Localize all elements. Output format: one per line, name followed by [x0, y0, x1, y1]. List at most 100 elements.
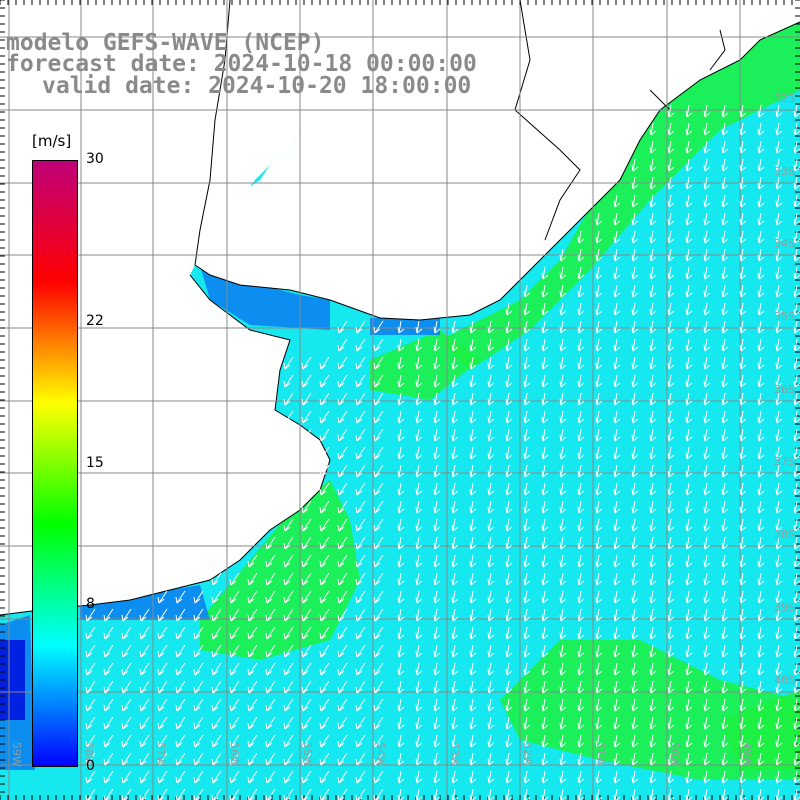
- wind-arrow: [337, 644, 348, 658]
- wind-arrow: [487, 572, 495, 586]
- wind-arrow: [415, 428, 423, 442]
- wind-arrow: [757, 122, 765, 136]
- wind-arrow: [505, 752, 513, 766]
- wind-arrow: [265, 554, 276, 568]
- wind-arrow: [319, 536, 330, 550]
- wind-arrow: [613, 608, 621, 622]
- wind-arrow: [631, 266, 639, 280]
- wind-arrow: [415, 590, 423, 604]
- coastline: [194, 21, 800, 321]
- wind-arrow: [775, 554, 783, 568]
- wind-arrow: [739, 158, 747, 172]
- wind-arrow: [739, 662, 747, 676]
- wind-arrow: [631, 500, 639, 514]
- wind-arrow: [613, 212, 621, 226]
- wind-arrow: [337, 734, 348, 748]
- wind-arrow: [757, 680, 765, 694]
- wind-arrow: [433, 698, 441, 712]
- wind-arrow: [487, 788, 495, 800]
- wind-arrow: [157, 590, 168, 604]
- wind-arrow: [793, 482, 800, 496]
- wind-arrow: [247, 590, 258, 604]
- wind-arrow: [397, 644, 405, 658]
- wind-arrow: [757, 608, 765, 622]
- wind-arrow: [319, 518, 330, 532]
- wind-arrow: [541, 518, 549, 532]
- wind-arrow: [415, 554, 423, 568]
- wind-arrow: [397, 374, 405, 388]
- wind-arrow: [775, 212, 783, 226]
- wind-arrow: [703, 482, 711, 496]
- wind-arrow: [667, 428, 675, 442]
- wind-arrow: [757, 284, 765, 298]
- wind-arrow: [613, 446, 621, 460]
- wind-arrow: [775, 680, 783, 694]
- wind-arrow: [433, 464, 441, 478]
- wind-arrow: [613, 716, 621, 730]
- wind-arrow: [793, 176, 800, 190]
- wind-arrow: [649, 392, 657, 406]
- wind-arrow: [301, 518, 312, 532]
- wind-arrow: [721, 230, 729, 244]
- wind-arrow: [793, 536, 800, 550]
- wind-arrow: [451, 482, 459, 496]
- wind-arrow: [229, 752, 240, 766]
- wind-arrow: [193, 644, 204, 658]
- wind-arrow: [373, 608, 384, 622]
- wind-arrow: [685, 212, 693, 226]
- wind-arrow: [283, 626, 294, 640]
- wind-arrow: [415, 662, 423, 676]
- wind-arrow: [559, 266, 567, 280]
- wind-arrow: [397, 734, 405, 748]
- wind-arrow: [175, 734, 186, 748]
- wind-arrow: [193, 608, 204, 622]
- wind-arrow: [433, 536, 441, 550]
- wind-arrow: [541, 554, 549, 568]
- wind-arrow: [721, 176, 729, 190]
- wind-arrow: [103, 752, 114, 766]
- wind-arrow: [319, 680, 330, 694]
- wind-arrow: [355, 716, 366, 730]
- wind-arrow: [229, 608, 240, 622]
- wind-arrow: [739, 590, 747, 604]
- wind-arrow: [265, 662, 276, 676]
- wind-arrow: [685, 428, 693, 442]
- wind-arrow: [757, 500, 765, 514]
- wind-arrow: [595, 230, 603, 244]
- wind-arrow: [373, 752, 384, 766]
- wind-arrow: [193, 716, 204, 730]
- wind-arrow: [355, 662, 366, 676]
- wind-arrow: [649, 500, 657, 514]
- wind-arrow: [319, 716, 330, 730]
- grid-labels: 32S 33S 34S 35S 36S 37S 38S 39S 40S 59W 58W 57W 56W 5…: [10, 92, 795, 767]
- wind-arrow: [685, 158, 693, 172]
- wind-arrow: [559, 302, 567, 316]
- wind-arrow: [397, 590, 405, 604]
- wind-arrow: [559, 482, 567, 496]
- wind-arrow: [211, 590, 222, 604]
- wind-arrow: [505, 626, 513, 640]
- wind-arrow: [757, 230, 765, 244]
- wind-arrow: [121, 626, 132, 640]
- lat-label: 39S: [774, 601, 795, 614]
- wind-arrow: [757, 590, 765, 604]
- wind-arrow: [649, 464, 657, 478]
- wind-arrow: [577, 788, 585, 800]
- wind-arrow: [157, 788, 168, 800]
- wind-arrow: [415, 716, 423, 730]
- wind-arrow: [649, 122, 657, 136]
- wind-arrow: [283, 662, 294, 676]
- wind-arrow: [487, 428, 495, 442]
- wind-arrow: [451, 464, 459, 478]
- wind-arrow: [667, 392, 675, 406]
- wind-arrow: [649, 410, 657, 424]
- colorbar-units: [m/s]: [32, 132, 72, 150]
- wind-arrow: [229, 626, 240, 640]
- wind-arrow: [337, 554, 348, 568]
- wind-arrow: [373, 662, 384, 676]
- wind-arrow: [211, 572, 222, 586]
- wind-arrow: [283, 590, 294, 604]
- wind-arrow: [301, 752, 312, 766]
- wind-arrow: [373, 356, 384, 370]
